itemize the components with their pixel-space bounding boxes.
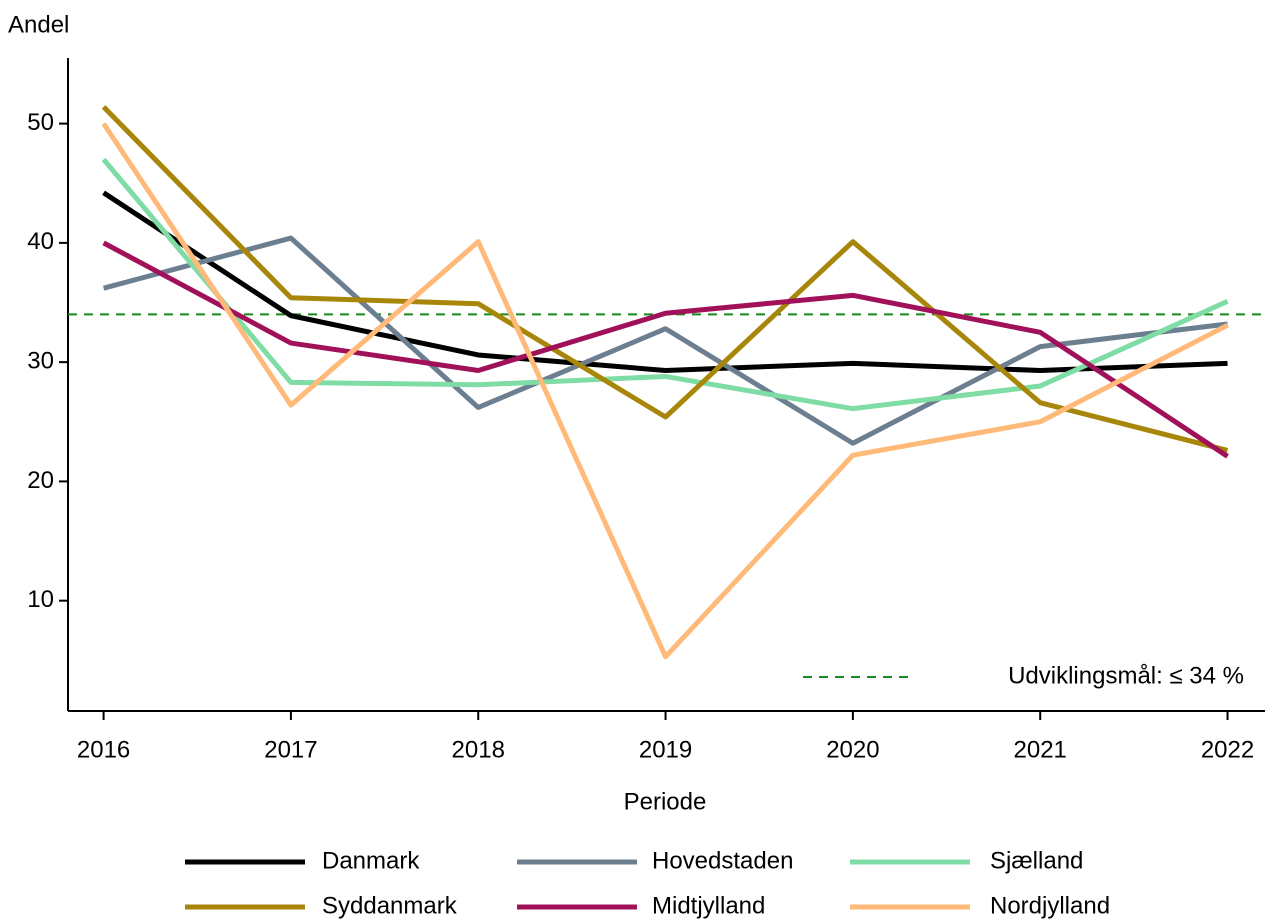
y-axis-label: Andel [8,11,69,38]
legend-label: Hovedstaden [652,847,793,874]
legend-label: Sjælland [990,847,1083,874]
series-line [102,190,1228,373]
x-tick-label: 2016 [77,736,130,763]
x-tick-label: 2018 [452,736,505,763]
x-tick-label: 2019 [639,736,692,763]
y-tick-label: 10 [27,586,54,613]
y-tick-label: 50 [27,109,54,136]
series-line [102,240,1229,459]
target-label: Udviklingsmål: ≤ 34 % [1008,662,1244,689]
legend-label: Danmark [322,847,420,874]
x-tick-label: 2020 [826,736,879,763]
x-axis-label: Periode [624,788,707,815]
y-tick-label: 40 [27,228,54,255]
legend-label: Midtjylland [652,892,765,919]
series-line [101,122,1229,660]
x-tick-label: 2021 [1014,736,1067,763]
y-tick-label: 20 [27,467,54,494]
series-line [102,235,1228,446]
y-tick-label: 30 [27,347,54,374]
legend-label: Syddanmark [322,892,458,919]
x-tick-label: 2017 [264,736,317,763]
series-line [101,157,1229,412]
legend-label: Nordjylland [990,892,1110,919]
series-line [101,105,1229,453]
x-tick-label: 2022 [1201,736,1254,763]
